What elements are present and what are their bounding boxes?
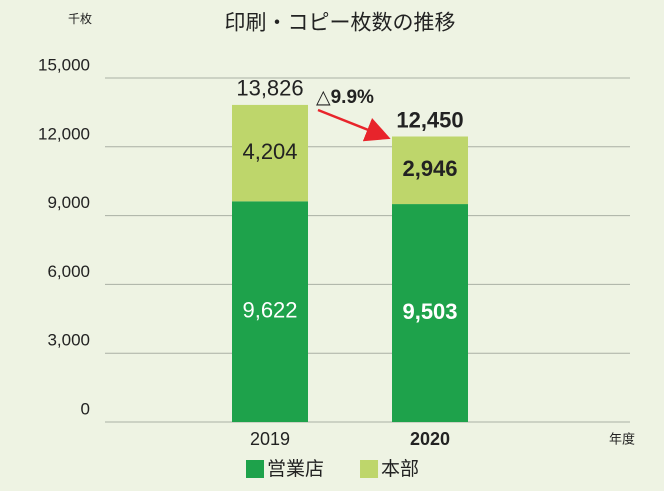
total-label: 12,450 — [396, 107, 463, 132]
legend-label: 営業店 — [267, 458, 324, 480]
value-label: 4,204 — [242, 139, 297, 164]
x-axis-label: 年度 — [609, 431, 635, 446]
x-tick-label: 2019 — [250, 429, 290, 449]
bar-segment — [232, 201, 308, 422]
legend-swatch — [246, 460, 264, 478]
value-label: 9,503 — [402, 299, 457, 324]
legend-swatch — [360, 460, 379, 478]
y-tick-label: 0 — [81, 399, 90, 418]
y-tick-label: 6,000 — [47, 262, 90, 281]
bar-segment — [392, 136, 468, 205]
total-label: 13,826 — [236, 76, 303, 101]
y-tick-label: 15,000 — [38, 55, 90, 74]
bar-segment — [392, 204, 468, 422]
annotation: △9.9% — [316, 87, 374, 108]
y-tick-label: 12,000 — [38, 124, 90, 143]
legend-label: 本部 — [381, 458, 419, 480]
chart-title: 印刷・コピー枚数の推移 — [225, 12, 456, 35]
y-tick-label: 9,000 — [47, 193, 90, 212]
value-label: 9,622 — [242, 297, 297, 322]
x-tick-label: 2020 — [410, 429, 450, 449]
annotation-arrow — [317, 108, 391, 142]
value-label: 2,946 — [402, 156, 457, 181]
y-tick-label: 3,000 — [47, 331, 90, 350]
bar-segment — [232, 104, 308, 202]
y-unit-label: 千枚 — [68, 11, 92, 26]
